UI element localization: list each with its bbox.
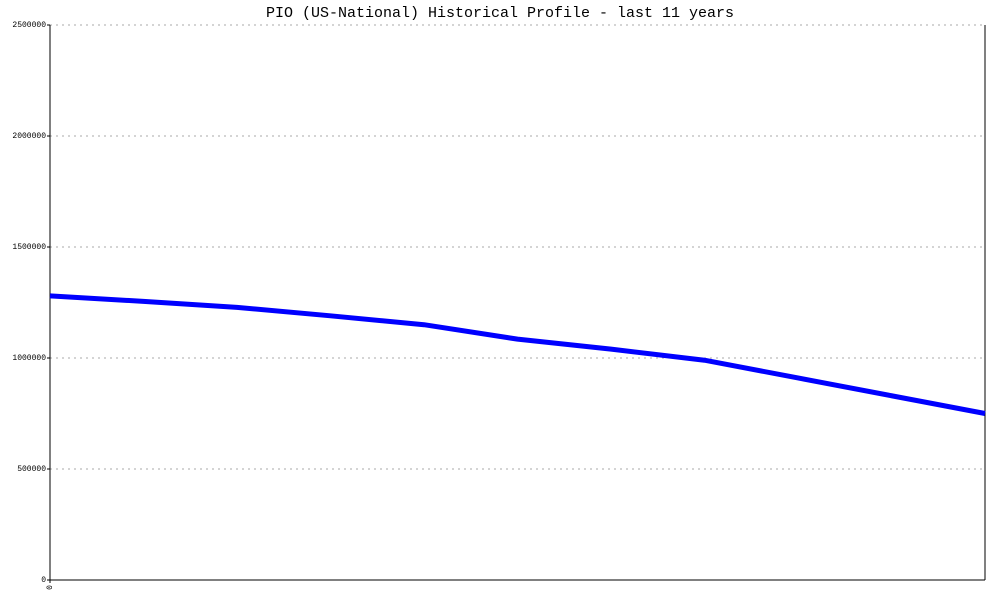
y-tick-label: 0	[41, 576, 46, 585]
data-line	[49, 293, 986, 416]
y-tick-label: 1500000	[12, 243, 46, 252]
y-tick-label: 500000	[17, 465, 46, 474]
y-tick-label: 1000000	[12, 354, 46, 363]
chart-title: PIO (US-National) Historical Profile - l…	[266, 5, 734, 22]
y-tick-label: 2000000	[12, 132, 46, 141]
y-tick-label: 2500000	[12, 21, 46, 30]
x-tick-label: 0	[46, 585, 55, 590]
